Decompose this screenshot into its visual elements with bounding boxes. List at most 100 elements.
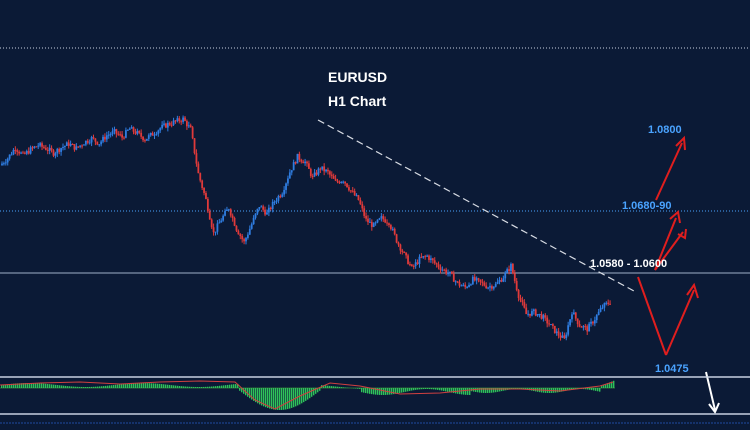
histogram-bar (319, 388, 321, 391)
candle-body (367, 218, 369, 223)
histogram-bar (73, 386, 75, 388)
histogram-bar (93, 386, 95, 388)
histogram-bar (523, 388, 525, 390)
candle-body (340, 181, 343, 184)
histogram-bar (235, 384, 237, 388)
candle-body (241, 235, 244, 240)
candle-body (121, 134, 123, 138)
histogram-bar (437, 388, 439, 390)
histogram-bar (491, 388, 493, 393)
histogram-bar (571, 388, 573, 390)
histogram-bar (241, 388, 243, 393)
histogram-bar (179, 385, 181, 388)
histogram-bar (39, 383, 41, 388)
histogram-bar (357, 388, 359, 389)
candle-body (252, 217, 255, 225)
histogram-bar (1, 384, 3, 388)
histogram-bar (305, 388, 307, 401)
candle-body (172, 120, 175, 125)
candle-body (471, 276, 474, 285)
candle-body (395, 234, 398, 243)
candle-body (14, 149, 17, 151)
candle-body (67, 142, 70, 146)
candle-body (477, 278, 480, 280)
histogram-bar (47, 383, 49, 388)
histogram-bar (57, 385, 59, 388)
histogram-bar (97, 386, 99, 388)
candle-body (54, 153, 57, 156)
histogram-bar (253, 388, 255, 401)
candle-body (117, 133, 120, 135)
candle-body (315, 172, 318, 175)
histogram-bar (75, 386, 77, 388)
candle-body (523, 302, 526, 308)
histogram-bar (181, 386, 183, 388)
histogram-bar (67, 386, 69, 388)
histogram-bar (197, 386, 199, 388)
candle-body (393, 228, 396, 235)
candle-body (6, 158, 9, 163)
histogram-bar (497, 388, 499, 392)
histogram-bar (209, 386, 211, 388)
histogram-bar (105, 385, 107, 388)
histogram-bar (609, 382, 611, 388)
candle-body (424, 256, 427, 258)
histogram-bar (177, 385, 179, 388)
histogram-bar (383, 388, 385, 395)
candle-body (134, 131, 137, 134)
candle-body (532, 309, 535, 312)
candle-body (222, 215, 225, 221)
candle-body (542, 315, 545, 319)
candle-body (227, 209, 230, 211)
histogram-bar (71, 386, 73, 388)
candle-body (319, 168, 322, 170)
candle-body (458, 281, 461, 286)
candle-body (328, 171, 331, 175)
histogram-bar (111, 385, 113, 388)
histogram-bar (451, 388, 453, 393)
histogram-bar (455, 388, 457, 394)
candle-body (250, 224, 253, 229)
histogram-bar (27, 383, 29, 388)
histogram-bar (53, 384, 55, 388)
histogram-bar (569, 388, 571, 391)
histogram-bar (61, 385, 63, 388)
histogram-bar (207, 386, 209, 388)
candle-body (206, 198, 209, 212)
histogram-bar (585, 388, 587, 390)
candle-body (119, 134, 122, 136)
histogram-bar (567, 388, 569, 391)
histogram-bar (247, 388, 249, 397)
candle-body (357, 195, 360, 201)
candle-body (363, 208, 366, 216)
candle-body (372, 223, 375, 227)
level-label-1.0800: 1.0800 (648, 124, 682, 136)
histogram-bar (31, 383, 33, 388)
histogram-bar (359, 388, 361, 389)
candle-body (586, 326, 589, 332)
histogram-bar (49, 384, 51, 388)
candle-body (473, 276, 476, 281)
candle-body (176, 118, 179, 122)
histogram-bar (593, 388, 595, 391)
histogram-bar (611, 381, 613, 388)
histogram-bar (37, 383, 39, 388)
candle-body (334, 178, 337, 181)
candle-body (174, 120, 177, 122)
candle-body (569, 319, 571, 326)
histogram-bar (589, 388, 591, 390)
candle-body (517, 289, 520, 299)
candle-body (229, 209, 232, 216)
candle-body (603, 303, 606, 308)
histogram-bar (131, 383, 133, 388)
candle-body (296, 153, 299, 164)
candle-body (519, 298, 522, 301)
candle-body (321, 166, 324, 170)
histogram-bar (583, 388, 585, 390)
candle-body (500, 280, 503, 282)
histogram-bar (427, 388, 429, 390)
candle-body (288, 172, 291, 179)
candle-body (313, 172, 316, 177)
histogram-bar (81, 386, 83, 388)
oscillator-signal-line (0, 380, 614, 410)
